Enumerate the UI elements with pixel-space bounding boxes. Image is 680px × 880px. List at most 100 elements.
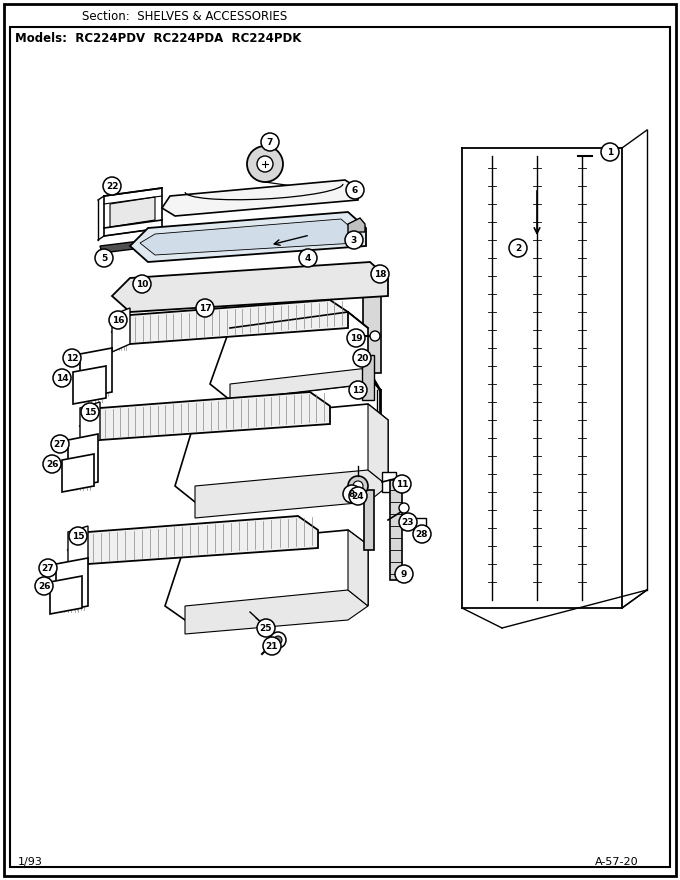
Polygon shape	[348, 530, 368, 606]
Polygon shape	[112, 308, 130, 352]
Circle shape	[257, 619, 275, 637]
Text: 21: 21	[266, 642, 278, 650]
Bar	[390, 480, 402, 580]
Circle shape	[348, 476, 368, 496]
Circle shape	[349, 381, 367, 399]
Text: 24: 24	[352, 492, 364, 501]
Circle shape	[343, 485, 361, 503]
Text: 22: 22	[106, 181, 118, 190]
Text: 9: 9	[401, 569, 407, 578]
Circle shape	[346, 181, 364, 199]
Text: A-57-20: A-57-20	[595, 857, 639, 867]
Text: 11: 11	[396, 480, 408, 488]
Circle shape	[261, 133, 279, 151]
Text: 15: 15	[84, 407, 97, 416]
Polygon shape	[195, 470, 388, 518]
Circle shape	[133, 275, 151, 293]
Text: 2: 2	[515, 244, 521, 253]
Circle shape	[395, 565, 413, 583]
Circle shape	[196, 299, 214, 317]
Text: Section:  SHELVES & ACCESSORIES: Section: SHELVES & ACCESSORIES	[82, 10, 287, 23]
Circle shape	[39, 559, 57, 577]
Polygon shape	[100, 240, 150, 253]
Bar	[363, 268, 381, 373]
Circle shape	[63, 349, 81, 367]
Text: 25: 25	[260, 624, 272, 633]
Text: 12: 12	[66, 354, 78, 363]
Circle shape	[347, 329, 365, 347]
Text: 23: 23	[402, 517, 414, 526]
Polygon shape	[230, 368, 368, 400]
Text: 10: 10	[136, 280, 148, 289]
Circle shape	[69, 527, 87, 545]
Text: 7: 7	[267, 137, 273, 146]
Text: 4: 4	[305, 253, 311, 262]
Polygon shape	[130, 212, 366, 262]
Polygon shape	[185, 590, 368, 634]
Bar	[414, 518, 426, 532]
Polygon shape	[112, 300, 348, 344]
Circle shape	[257, 156, 273, 172]
Text: 8: 8	[349, 489, 355, 498]
Circle shape	[353, 481, 363, 491]
Circle shape	[53, 369, 71, 387]
Bar	[364, 490, 374, 550]
Circle shape	[270, 632, 286, 648]
Polygon shape	[140, 219, 356, 255]
Polygon shape	[73, 366, 106, 404]
Polygon shape	[175, 404, 388, 502]
Circle shape	[103, 177, 121, 195]
Circle shape	[35, 577, 53, 595]
Polygon shape	[348, 218, 365, 238]
Bar	[362, 355, 374, 400]
Text: 26: 26	[38, 582, 50, 590]
Text: 14: 14	[56, 373, 68, 383]
Circle shape	[51, 435, 69, 453]
Circle shape	[349, 487, 367, 505]
Circle shape	[601, 143, 619, 161]
Text: 3: 3	[351, 236, 357, 245]
Circle shape	[393, 475, 411, 493]
Text: 6: 6	[352, 186, 358, 194]
Circle shape	[274, 636, 282, 644]
Polygon shape	[112, 262, 388, 312]
Text: 18: 18	[374, 269, 386, 278]
Polygon shape	[104, 188, 162, 236]
Polygon shape	[80, 392, 330, 440]
Circle shape	[95, 249, 113, 267]
Circle shape	[370, 331, 380, 341]
Text: 1: 1	[607, 148, 613, 157]
Text: 1/93: 1/93	[18, 857, 43, 867]
Text: 15: 15	[72, 532, 84, 540]
Circle shape	[263, 637, 281, 655]
Polygon shape	[80, 402, 100, 448]
Polygon shape	[62, 454, 94, 492]
Polygon shape	[50, 576, 82, 614]
Text: 20: 20	[356, 354, 368, 363]
Polygon shape	[165, 530, 368, 620]
Circle shape	[247, 146, 283, 182]
Polygon shape	[210, 312, 368, 400]
Circle shape	[109, 311, 127, 329]
Text: 17: 17	[199, 304, 211, 312]
Circle shape	[509, 239, 527, 257]
Polygon shape	[162, 180, 358, 216]
Bar	[382, 472, 396, 492]
Circle shape	[81, 403, 99, 421]
Circle shape	[399, 513, 417, 531]
Polygon shape	[68, 516, 318, 564]
Circle shape	[353, 349, 371, 367]
Text: 16: 16	[112, 316, 124, 325]
Text: 26: 26	[46, 459, 58, 468]
Circle shape	[43, 455, 61, 473]
Circle shape	[371, 265, 389, 283]
Text: 13: 13	[352, 385, 364, 394]
Polygon shape	[68, 434, 98, 488]
Circle shape	[299, 249, 317, 267]
Text: 27: 27	[54, 439, 67, 449]
Polygon shape	[56, 558, 88, 612]
Text: 28: 28	[415, 530, 428, 539]
Polygon shape	[110, 197, 155, 227]
Polygon shape	[68, 526, 88, 572]
Text: 5: 5	[101, 253, 107, 262]
